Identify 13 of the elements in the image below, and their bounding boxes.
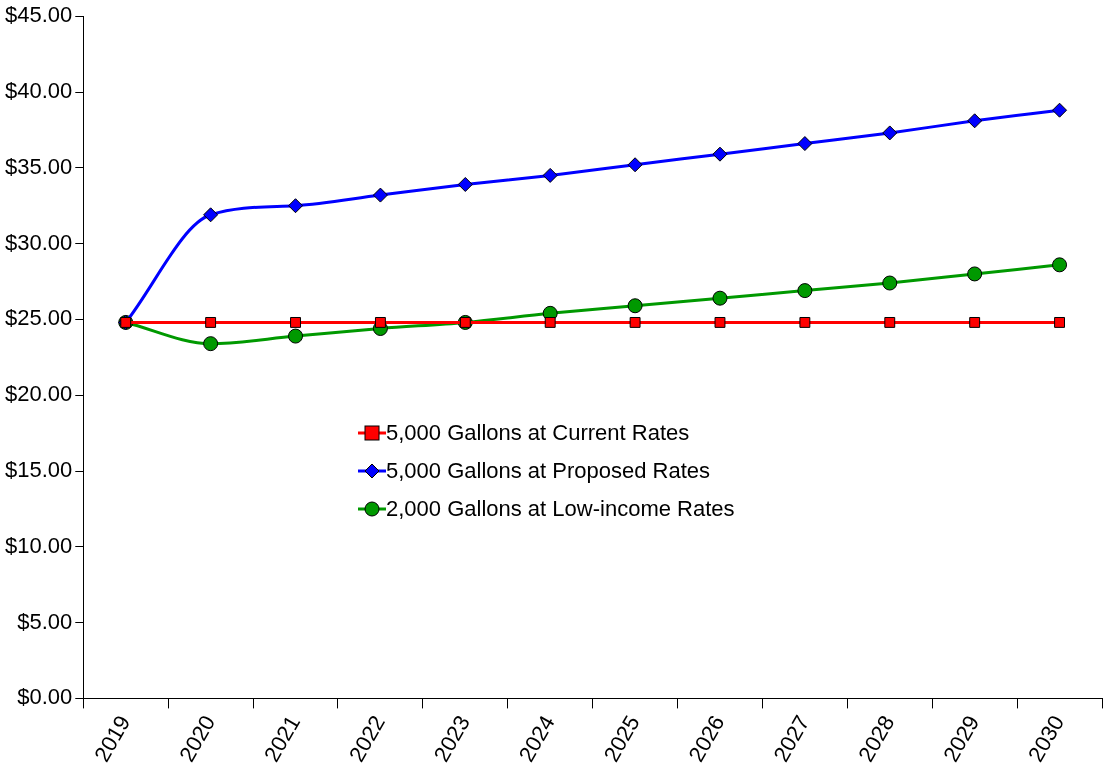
y-tick-label: $40.00 (4, 78, 73, 104)
y-tick-label: $30.00 (4, 229, 73, 255)
y-tick-label: $15.00 (4, 457, 73, 483)
y-tick-label: $25.00 (4, 305, 73, 331)
y-tick-label: $45.00 (4, 2, 73, 28)
legend-label: 5,000 Gallons at Proposed Rates (386, 457, 711, 485)
y-tick-label: $35.00 (4, 153, 73, 179)
y-tick-label: $5.00 (17, 608, 73, 634)
y-tick-label: $10.00 (4, 532, 73, 558)
legend-label: 5,000 Gallons at Current Rates (386, 419, 690, 447)
legend-label: 2,000 Gallons at Low-income Rates (386, 495, 735, 523)
y-tick-label: $0.00 (17, 684, 73, 710)
y-tick-label: $20.00 (4, 381, 73, 407)
